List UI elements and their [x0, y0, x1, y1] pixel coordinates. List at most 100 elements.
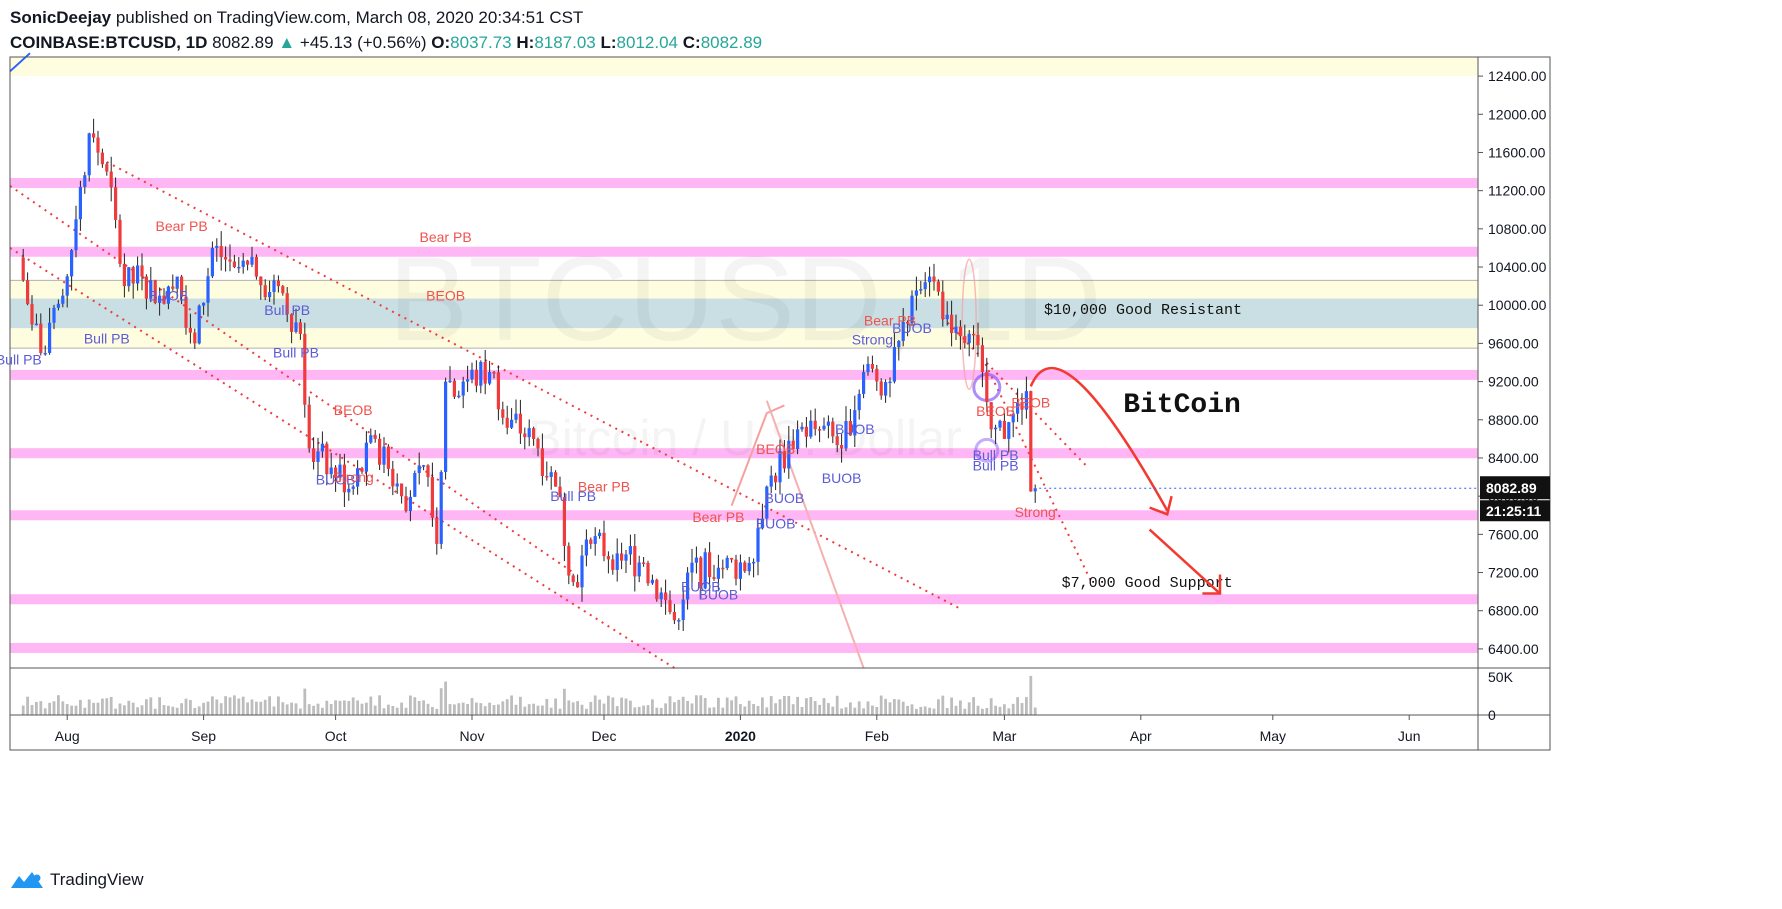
- volume-bar: [981, 708, 984, 715]
- pattern-label: BEOB: [334, 402, 373, 418]
- candle-body: [347, 488, 351, 493]
- volume-bar: [202, 702, 205, 715]
- candle-body: [48, 322, 52, 353]
- volume-bar: [805, 698, 808, 715]
- candle-body: [272, 280, 276, 292]
- candle-body: [356, 468, 360, 487]
- highlight-ellipse: [961, 258, 977, 391]
- volume-bar: [567, 700, 571, 715]
- volume-bar: [708, 707, 711, 715]
- zone-pink-band: [10, 510, 1478, 521]
- volume-bar: [840, 708, 843, 715]
- volume-bar: [774, 703, 777, 715]
- volume-bar: [488, 702, 491, 715]
- pattern-label: Bear PB: [692, 509, 744, 525]
- volume-bar: [818, 704, 821, 715]
- candle-body: [122, 263, 126, 287]
- candle-body: [580, 555, 584, 588]
- candle-body: [158, 295, 162, 303]
- author-name[interactable]: SonicDeejay: [10, 8, 112, 27]
- candle-body: [197, 305, 201, 344]
- volume-bar: [541, 705, 544, 715]
- candle-body: [747, 562, 751, 572]
- volume-bar: [985, 707, 989, 715]
- volume-bar: [866, 701, 870, 715]
- candle-body: [936, 281, 940, 292]
- pattern-label: Strong: [333, 469, 374, 485]
- volume-bar: [43, 708, 47, 715]
- candle-body: [470, 369, 474, 380]
- candle-body: [351, 486, 355, 489]
- volume-bar: [637, 706, 641, 715]
- volume-tick-label: 50K: [1488, 669, 1514, 685]
- chart-annotation: BitCoin: [1123, 390, 1241, 421]
- candle-body: [765, 486, 769, 519]
- candle-body: [945, 314, 949, 320]
- candle-body: [39, 323, 43, 354]
- volume-bar: [765, 707, 769, 715]
- low-label: L:: [600, 33, 617, 52]
- candle-body: [263, 285, 267, 298]
- volume-bar: [734, 696, 738, 715]
- candle-body: [958, 326, 962, 337]
- volume-bar: [893, 699, 896, 715]
- volume-bar: [954, 705, 958, 715]
- candle-body: [294, 322, 298, 332]
- candle-body: [769, 475, 773, 487]
- volume-bar: [123, 705, 126, 715]
- candle-body: [822, 425, 826, 430]
- candle-body: [228, 259, 232, 262]
- candle-body: [417, 465, 421, 474]
- zone-pink-band: [10, 246, 1478, 257]
- candle-body: [202, 302, 206, 306]
- candle-body: [941, 291, 945, 320]
- volume-bar: [633, 707, 637, 715]
- candle-body: [756, 528, 760, 562]
- volume-bar: [655, 707, 659, 715]
- candle-body: [518, 413, 522, 434]
- candle-body: [316, 451, 320, 462]
- candle-body: [708, 552, 712, 578]
- candle-body: [716, 567, 720, 579]
- publish-text: published on TradingView.com, March 08, …: [115, 8, 584, 27]
- candle-body: [114, 187, 118, 220]
- volume-bar: [677, 699, 681, 715]
- volume-bar: [92, 702, 95, 715]
- candle-body: [721, 567, 725, 570]
- candle-body: [404, 496, 408, 511]
- candle-body: [655, 579, 659, 600]
- volume-bar: [945, 708, 949, 715]
- pattern-label: Bull PB: [973, 447, 1019, 463]
- volume-bar: [879, 695, 883, 715]
- candle-body: [452, 380, 456, 397]
- volume-bar: [620, 697, 623, 715]
- candle-body: [699, 557, 703, 589]
- pattern-label: BUOB: [822, 470, 862, 486]
- y-tick-label: 9200.00: [1488, 374, 1539, 390]
- candle-body: [413, 473, 417, 497]
- zone-pink-band: [10, 178, 1478, 189]
- candle-body: [637, 562, 641, 577]
- candle-body: [514, 413, 518, 420]
- pattern-label: BEOB: [756, 441, 795, 457]
- candle-body: [743, 562, 747, 572]
- volume-bar: [321, 707, 324, 715]
- volume-bar: [1011, 703, 1015, 715]
- volume-bar: [109, 696, 113, 715]
- volume-bar: [796, 696, 799, 715]
- volume-bar: [184, 698, 188, 715]
- tradingview-brand[interactable]: TradingView: [10, 870, 144, 890]
- candle-body: [844, 421, 848, 449]
- volume-bar: [118, 703, 122, 715]
- volume-bar: [479, 703, 483, 715]
- volume-bar: [690, 703, 694, 715]
- volume-bar: [338, 700, 342, 715]
- candle-body: [246, 260, 250, 265]
- volume-bar: [849, 702, 852, 715]
- open-value: 8037.73: [450, 33, 512, 52]
- candle-body: [620, 553, 624, 561]
- candle-body: [593, 536, 597, 544]
- candle-body: [967, 333, 971, 344]
- candle-body: [642, 562, 646, 565]
